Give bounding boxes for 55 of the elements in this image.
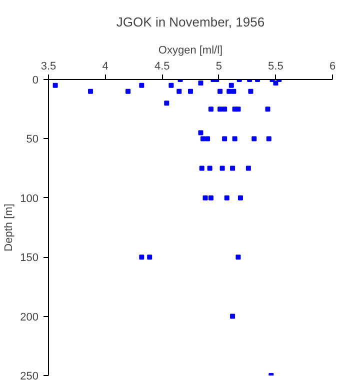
point [266,136,272,142]
point [88,88,94,94]
point [198,80,204,86]
point [126,88,131,94]
point [236,254,241,260]
point [200,136,206,142]
point [208,106,214,112]
y-tick-label: 0 [32,74,39,86]
point [199,166,204,171]
point [164,100,170,106]
x-tick-label: 5 [216,60,222,72]
point [207,166,212,171]
point [238,195,243,200]
point [252,136,257,142]
point [202,195,208,200]
point [265,106,270,112]
y-tick-label: 250 [20,370,39,382]
point [222,136,228,142]
x-axis-title: Oxygen [ml/l] [158,44,223,56]
point [246,166,251,171]
point [198,130,204,136]
y-tick-label: 200 [20,311,39,324]
x-tick-label: 4.5 [154,60,170,72]
point [230,314,236,319]
chart-title: JGOK in November, 1956 [116,14,265,30]
y-tick-label: 150 [20,252,39,264]
point [139,254,144,260]
y-tick-label: 100 [20,192,39,205]
point [226,88,232,94]
point [147,254,152,260]
point [176,88,182,94]
point [168,82,174,88]
y-axis-title: Depth [m] [3,204,16,252]
x-tick-label: 6 [329,60,336,72]
point [224,195,230,200]
point [231,88,236,94]
point [230,166,236,171]
point [139,82,144,88]
point [228,82,234,88]
point [232,136,238,142]
x-tick-label: 5.5 [268,60,284,72]
point [248,88,254,94]
point [236,106,241,112]
point [273,80,278,86]
x-tick-label: 3.5 [40,60,56,72]
point [205,136,210,142]
point [218,88,223,94]
point [208,195,214,200]
point [218,106,223,112]
y-tick-label: 50 [26,134,39,146]
point [188,88,193,94]
point [220,166,225,171]
x-tick-label: 4 [102,60,108,72]
point [52,82,58,88]
point [222,106,228,112]
